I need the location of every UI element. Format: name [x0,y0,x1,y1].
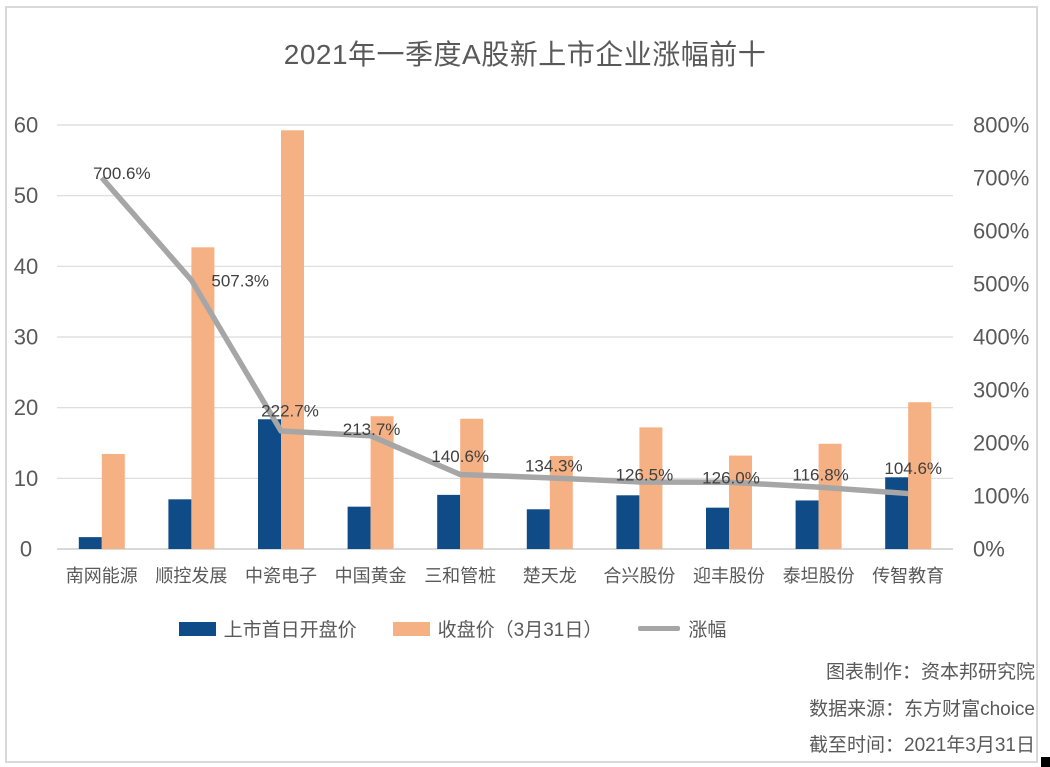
left-axis-tick-label: 30 [14,325,38,350]
bar-close-price [460,418,484,549]
gain-data-label: 700.6% [93,164,151,183]
legend-label-gain: 涨幅 [688,620,727,641]
category-label: 泰坦股份 [783,566,855,586]
gain-data-label: 140.6% [431,447,489,466]
bar-close-price [818,443,842,549]
chart-title: 2021年一季度A股新上市企业涨幅前十 [283,39,767,70]
gain-data-label: 104.6% [884,459,942,478]
chart-frame [5,6,1038,763]
bar-open-price [78,537,102,549]
bar-close-price [729,455,752,549]
bar-close-price [908,402,932,549]
category-label: 三和管桩 [424,566,496,586]
category-label: 楚天龙 [523,566,577,586]
footer-line-source: 数据来源：东方财富choice [809,698,1035,720]
bar-open-price [616,495,640,549]
bar-open-price [795,500,819,549]
left-axis-tick-label: 60 [14,113,38,138]
right-axis-tick-label: 500% [973,272,1029,297]
right-axis-tick-label: 100% [973,484,1029,509]
footer-line-author: 图表制作：资本邦研究院 [825,662,1035,683]
gain-data-label: 116.8% [792,466,848,485]
legend-label-close-price: 收盘价（3月31日） [437,620,603,641]
right-axis-tick-label: 800% [973,113,1029,138]
bar-close-price [639,427,663,549]
left-axis-tick-label: 40 [14,254,38,279]
category-label: 顺控发展 [155,566,227,586]
right-axis-tick-label: 600% [973,219,1029,244]
category-label: 合兴股份 [603,566,675,586]
legend-label-open-price: 上市首日开盘价 [223,620,357,641]
gain-data-label: 213.7% [343,420,401,439]
legend-swatch-gain-icon [638,626,681,631]
gain-data-label: 134.3% [525,456,583,475]
bar-open-price [706,507,729,549]
right-axis-tick-label: 700% [973,166,1029,191]
bar-close-price [191,247,215,549]
category-label: 南网能源 [66,566,138,586]
gain-data-label: 507.3% [211,272,269,291]
gain-line [99,175,909,497]
right-axis-tick-label: 300% [973,378,1029,403]
bar-open-price [437,494,461,549]
legend-swatch-open-price-icon [178,621,216,636]
footer-line-date: 截至时间：2021年3月31日 [809,735,1035,756]
gain-data-label: 126.5% [616,465,674,484]
bar-open-price [347,506,371,549]
cursor-mark [1041,757,1050,767]
bar-open-price [526,509,550,549]
bar-close-price [281,130,304,550]
bar-open-price [168,499,192,549]
gain-data-label: 222.7% [261,401,319,420]
category-label: 中瓷电子 [245,566,317,586]
category-label: 迎丰股份 [693,566,765,586]
category-label: 中国黄金 [335,566,407,586]
legend-item-gain: 涨幅 [638,615,726,642]
gain-data-label: 126.0% [702,469,760,488]
right-axis-tick-label: 400% [973,325,1029,350]
right-axis-tick-label: 0% [973,537,1005,562]
left-axis-tick-label: 20 [14,395,38,420]
footer-notes: 图表制作：资本邦研究院 数据来源：东方财富choice 截至时间：2021年3月… [809,655,1035,765]
left-axis-tick-label: 50 [14,183,38,208]
bar-open-price [885,477,909,549]
legend-item-close-price: 收盘价（3月31日） [392,615,603,642]
left-axis-tick-label: 0 [20,537,32,562]
category-label: 传智教育 [872,566,944,586]
legend-swatch-close-price-icon [392,621,430,636]
right-axis-tick-label: 200% [973,431,1029,456]
left-axis-tick-label: 10 [14,466,38,491]
bar-open-price [258,419,281,549]
bar-close-price [370,416,394,549]
legend: 上市首日开盘价 收盘价（3月31日） 涨幅 [0,615,905,642]
legend-item-open-price: 上市首日开盘价 [178,615,357,642]
bar-close-price [101,453,125,549]
